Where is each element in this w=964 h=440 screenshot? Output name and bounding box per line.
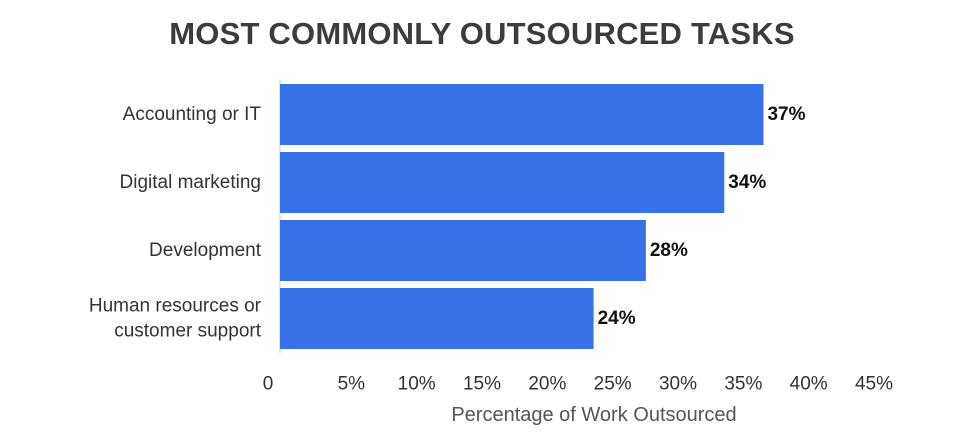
- value-label-3: 24%: [598, 308, 636, 329]
- x-tick-label-1: 5%: [338, 374, 366, 395]
- value-label-2: 28%: [650, 240, 688, 261]
- category-label-2: Development: [149, 240, 262, 261]
- value-label-0: 37%: [767, 104, 805, 125]
- category-label-3-line-0: Human resources or: [89, 296, 262, 317]
- category-labels-group: Accounting or IT Digital marketing Develop…: [89, 104, 262, 342]
- bar-0: [280, 84, 764, 145]
- x-tick-label-5: 25%: [594, 374, 632, 395]
- chart-title: MOST COMMONLY OUTSOURCED TASKS: [169, 16, 795, 51]
- x-axis-ticks: 0 5% 10% 15% 20% 25% 30% 35% 40% 45%: [263, 374, 893, 395]
- x-tick-label-6: 30%: [659, 374, 697, 395]
- bar-2: [280, 220, 646, 281]
- x-tick-label-3: 15%: [463, 374, 501, 395]
- value-labels-group: 37% 34% 28% 24%: [598, 104, 806, 329]
- bar-3: [280, 288, 594, 349]
- x-tick-label-2: 10%: [398, 374, 436, 395]
- category-label-3-line-1: customer support: [114, 321, 262, 342]
- x-tick-label-9: 45%: [855, 374, 893, 395]
- x-tick-label-4: 20%: [528, 374, 566, 395]
- category-label-1: Digital marketing: [120, 172, 262, 193]
- x-tick-label-7: 35%: [724, 374, 762, 395]
- x-axis-title: Percentage of Work Outsourced: [451, 404, 736, 426]
- bar-1: [280, 152, 725, 213]
- x-tick-label-0: 0: [263, 374, 274, 395]
- bars-group: [280, 84, 764, 349]
- x-tick-label-8: 40%: [790, 374, 828, 395]
- category-label-0: Accounting or IT: [123, 104, 262, 125]
- value-label-1: 34%: [728, 172, 766, 193]
